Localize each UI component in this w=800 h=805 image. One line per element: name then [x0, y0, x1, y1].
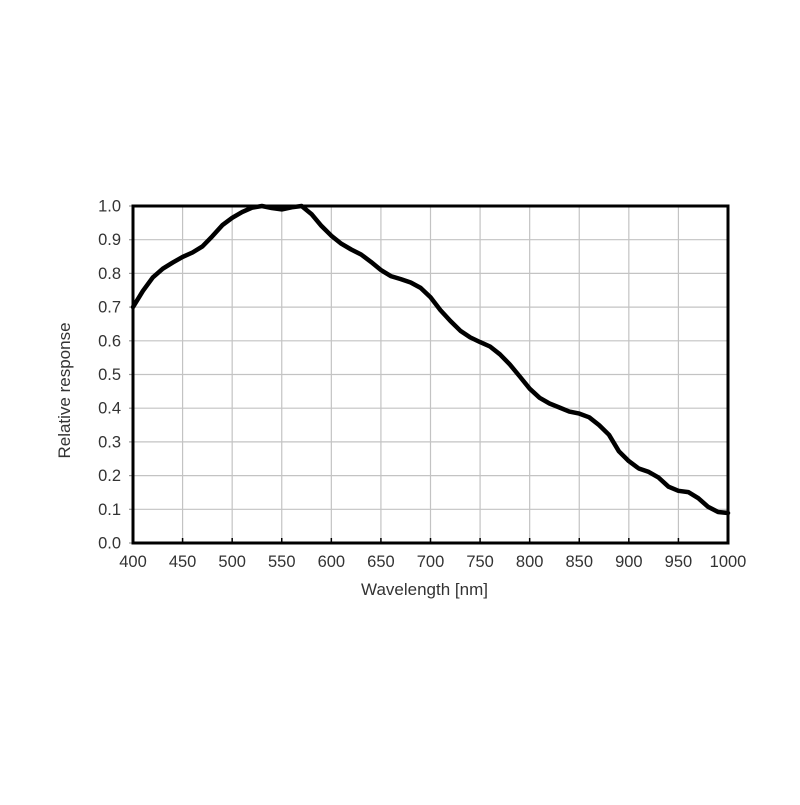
- y-tick-label: 0.0: [98, 535, 121, 553]
- x-axis-title: Wavelength [nm]: [361, 580, 488, 599]
- y-tick-label: 0.2: [98, 467, 121, 485]
- y-axis-title: Relative response: [55, 322, 74, 458]
- y-tick-label: 0.4: [98, 400, 121, 418]
- x-tick-label: 450: [169, 553, 197, 571]
- x-tick-label: 750: [466, 553, 494, 571]
- x-tick-label: 850: [565, 553, 593, 571]
- x-tick-label: 1000: [710, 553, 747, 571]
- x-tick-label: 400: [119, 553, 147, 571]
- y-tick-label: 0.8: [98, 265, 121, 283]
- y-tick-labels: 0.0 0.1 0.2 0.3 0.4 0.5 0.6 0.7 0.8 0.9 1.0: [98, 198, 121, 553]
- x-tick-label: 600: [318, 553, 346, 571]
- x-tick-labels: 400 450 500 550 600 650 700 750 800 850 900 950 1000: [119, 553, 746, 571]
- x-tick-label: 550: [268, 553, 296, 571]
- y-tick-label: 0.1: [98, 501, 121, 519]
- x-tick-label: 800: [516, 553, 544, 571]
- grid-lines: [133, 206, 728, 543]
- x-tick-label: 500: [218, 553, 246, 571]
- y-tick-label: 0.5: [98, 366, 121, 384]
- y-tick-label: 0.6: [98, 332, 121, 350]
- y-tick-label: 0.9: [98, 231, 121, 249]
- x-tick-label: 700: [417, 553, 445, 571]
- response-curve: [130, 203, 731, 516]
- y-tick-label: 1.0: [98, 198, 121, 216]
- y-tick-label: 0.3: [98, 433, 121, 451]
- plot-frame: [131, 204, 730, 545]
- y-tick-label: 0.7: [98, 299, 121, 317]
- x-tick-label: 650: [367, 553, 395, 571]
- x-tick-label: 900: [615, 553, 643, 571]
- x-tick-label: 950: [665, 553, 693, 571]
